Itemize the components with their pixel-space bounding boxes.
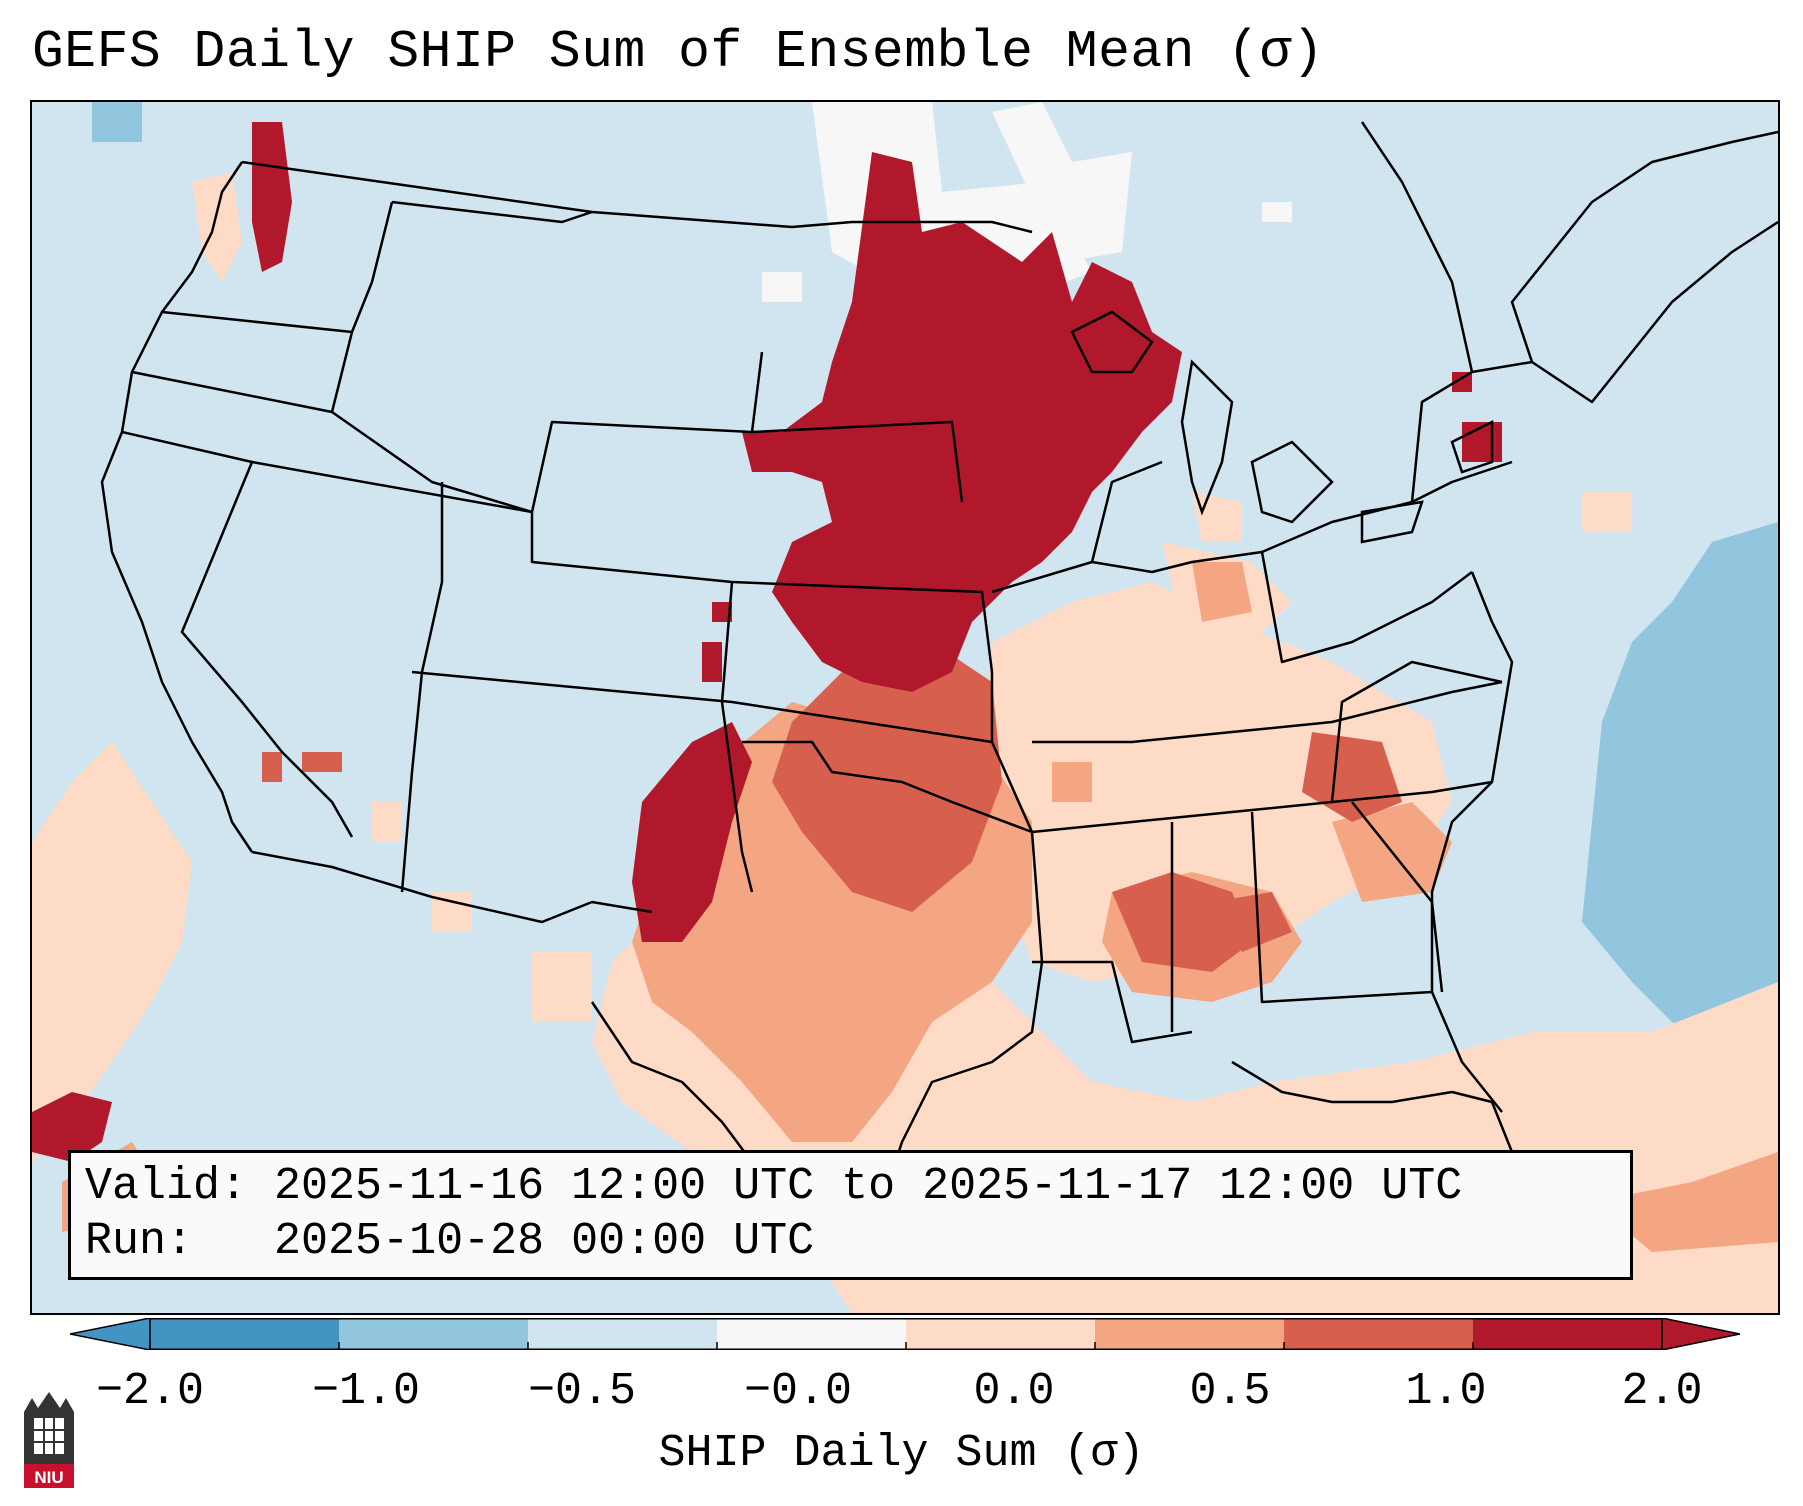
colorbar-tick-label: 2.0 <box>1621 1366 1703 1417</box>
atlantic-negative-region <box>1582 522 1778 1052</box>
colorbar-segment <box>906 1318 1096 1350</box>
run-time: 2025-10-28 00:00 UTC <box>274 1216 815 1267</box>
colorbar-extend-high <box>1661 1318 1740 1350</box>
map-frame <box>30 100 1780 1315</box>
positive-extreme-areas <box>32 122 1502 1162</box>
state-boundaries <box>100 121 1778 1234</box>
run-label: Run: <box>85 1216 194 1267</box>
pacific-negative-cell <box>92 102 142 142</box>
valid-label: Valid: <box>85 1161 248 1212</box>
colorbar-segment <box>1473 1318 1663 1350</box>
colorbar-segment <box>150 1318 340 1350</box>
colorbar-tick-label: −0.5 <box>527 1366 637 1417</box>
niu-logo: NIU <box>24 1392 74 1488</box>
map-title: GEFS Daily SHIP Sum of Ensemble Mean (σ) <box>32 22 1325 82</box>
colorbar-segment <box>528 1318 718 1350</box>
colorbar-segment <box>1284 1318 1474 1350</box>
colorbar-tick-label: 1.0 <box>1405 1366 1487 1417</box>
colorbar <box>70 1318 1740 1350</box>
colorbar-tick-label: −1.0 <box>311 1366 421 1417</box>
colorbar-tick-label: 0.5 <box>1189 1366 1271 1417</box>
colorbar-tick-label: −2.0 <box>95 1366 205 1417</box>
colorbar-segment <box>339 1318 529 1350</box>
valid-time: 2025-11-16 12:00 UTC to 2025-11-17 12:00… <box>274 1161 1463 1212</box>
ship-anomaly-map <box>32 102 1778 1313</box>
run-info-box: Valid: 2025-11-16 12:00 UTC to 2025-11-1… <box>68 1150 1633 1280</box>
positive-strong-areas <box>262 642 1402 972</box>
colorbar-segment <box>717 1318 907 1350</box>
colorbar-tick-label: −0.0 <box>743 1366 853 1417</box>
colorbar-label: SHIP Daily Sum (σ) <box>658 1428 1145 1479</box>
great-lakes-outline <box>1070 310 1494 544</box>
svg-text:NIU: NIU <box>34 1468 63 1487</box>
colorbar-segment <box>1095 1318 1285 1350</box>
colorbar-extend-low <box>70 1318 151 1350</box>
colorbar-tick-label: 0.0 <box>973 1366 1055 1417</box>
